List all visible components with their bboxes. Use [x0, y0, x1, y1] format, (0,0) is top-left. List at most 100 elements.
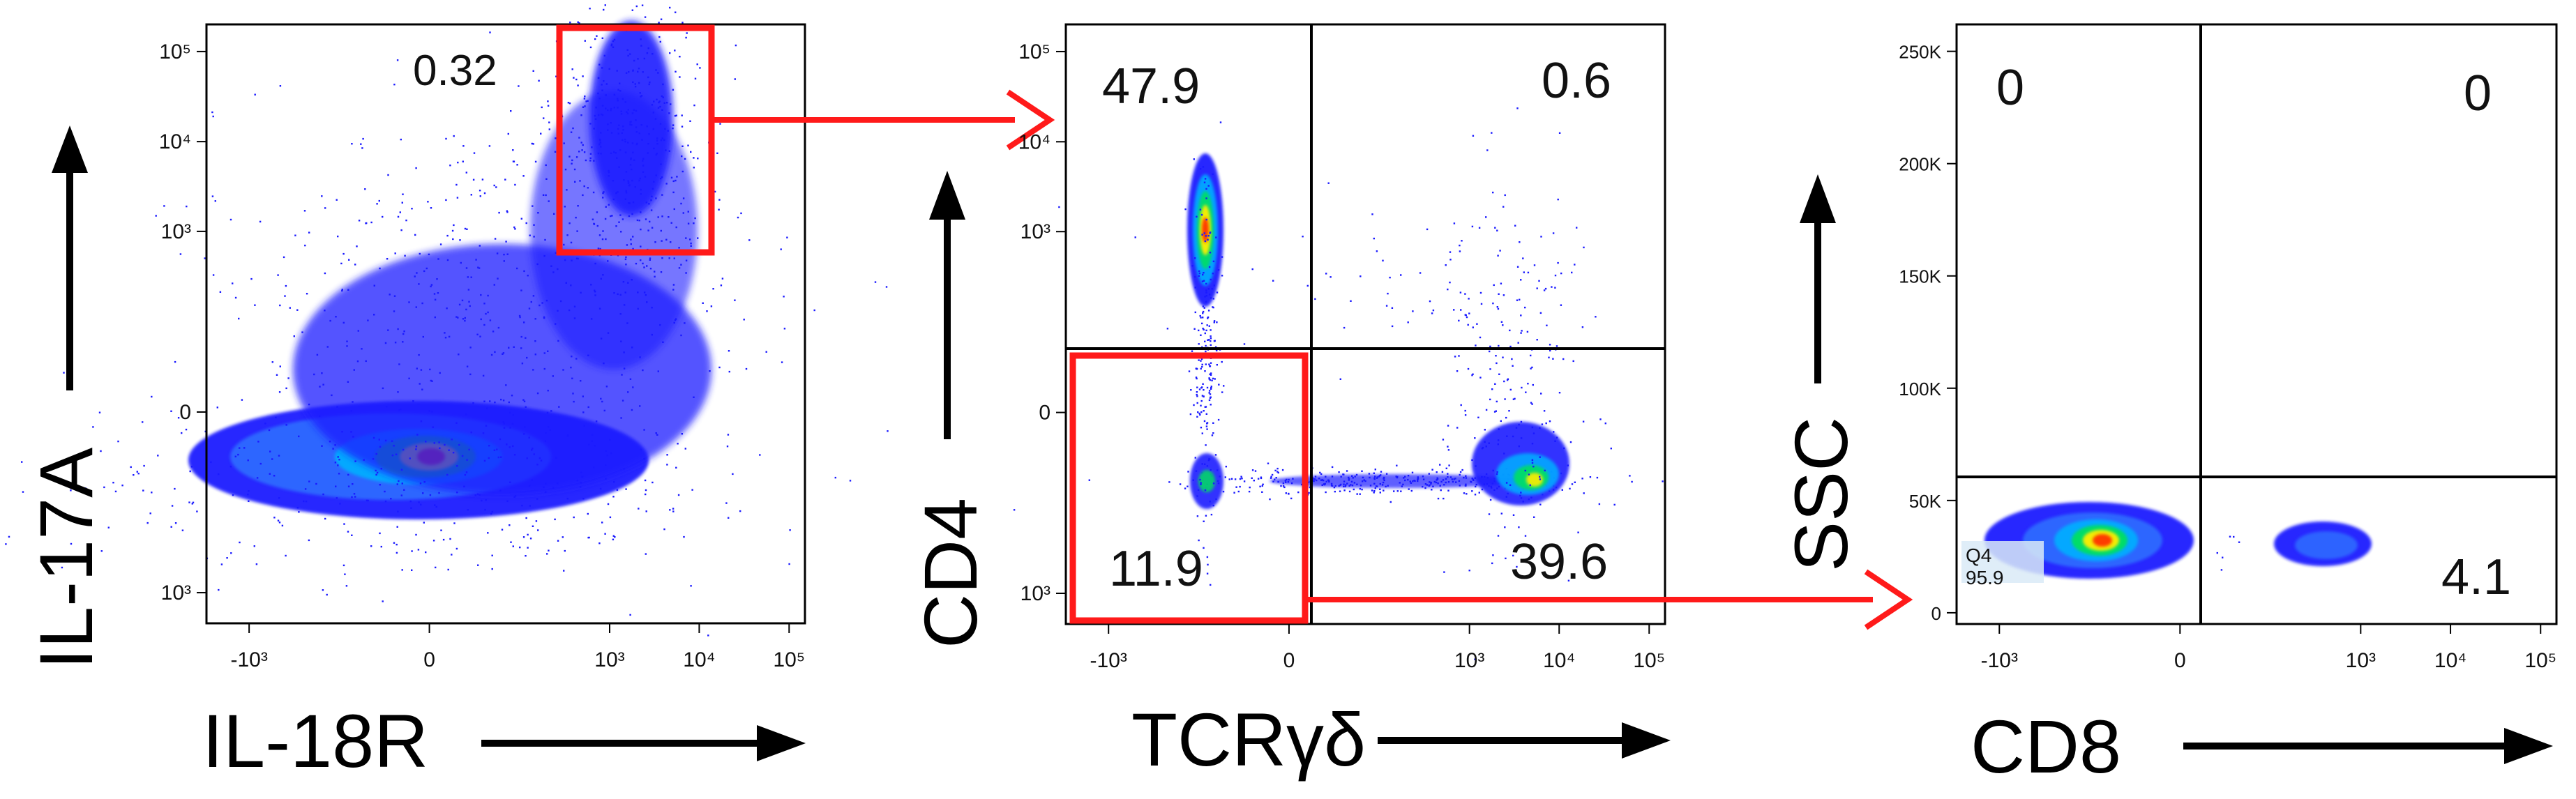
panel1-dot: [170, 526, 172, 528]
panel1-dot: [874, 281, 877, 283]
panel2-dot: [1393, 490, 1395, 492]
panel1-dot: [570, 284, 572, 287]
panel1-dot: [545, 299, 548, 302]
panel1-dot: [718, 199, 721, 201]
panel1-dot: [690, 585, 692, 587]
panel2-dot: [1203, 328, 1205, 330]
panel2-dot: [1557, 198, 1559, 201]
panel1-dot: [789, 529, 791, 531]
panel1-dot: [347, 485, 350, 487]
panel1-dot: [382, 215, 384, 218]
panel1-dot: [579, 486, 582, 488]
panel1-dot: [628, 215, 631, 218]
panel2-dot: [1471, 490, 1473, 492]
panel2-dot: [1413, 480, 1415, 482]
panel2-dot: [1516, 107, 1519, 109]
panel1-dot: [675, 114, 677, 116]
panel1-dot: [506, 443, 508, 446]
panel1-dot: [677, 443, 679, 445]
panel2-dot: [1274, 469, 1276, 472]
panel2-y-axis: CD4: [908, 171, 993, 648]
panel1-dot: [672, 127, 674, 130]
panel1-dot: [253, 545, 255, 547]
panel1-dot: [490, 512, 492, 515]
panel1-dot: [324, 207, 326, 209]
panel1-dot: [296, 507, 299, 509]
panel2-dot: [1402, 483, 1404, 486]
panel1-dot: [524, 426, 526, 428]
panel2-dot: [1313, 478, 1315, 480]
panel1-dot: [285, 424, 287, 426]
panel2-dot: [1343, 489, 1346, 492]
panel2-dot: [1522, 257, 1524, 259]
panel1-dot: [627, 142, 629, 144]
panel2-dot: [1454, 478, 1456, 480]
panel1-dot: [466, 459, 468, 461]
panel1-dot: [400, 229, 402, 231]
panel1-dot: [712, 288, 714, 290]
panel1-dot: [610, 215, 612, 218]
panel2-dot: [1598, 503, 1601, 505]
panel2-dot: [1194, 287, 1196, 289]
panel1-dot: [503, 260, 505, 262]
panel1-dot: [485, 425, 488, 427]
panel1-dot: [646, 52, 649, 54]
panel1-dot: [478, 267, 481, 269]
panel1-dot: [636, 219, 639, 222]
panel1-dot: [338, 459, 340, 461]
panel1-dot: [697, 237, 699, 239]
panel2-dot: [1210, 329, 1212, 331]
panel2-dot: [1205, 344, 1207, 347]
panel1-dot: [604, 218, 607, 220]
panel1-dot: [687, 144, 689, 146]
panel1-dot: [382, 387, 384, 390]
panel2-dot: [1374, 469, 1376, 471]
panel1-dot: [415, 446, 418, 448]
panel2-dot: [1527, 383, 1529, 385]
panel1-dot: [326, 346, 329, 348]
panel2-dot: [1272, 280, 1274, 282]
panel1-dot: [582, 194, 584, 197]
panel1-dot: [509, 446, 511, 448]
panel1-dot: [572, 393, 574, 395]
panel1-dot: [579, 180, 581, 182]
panel2-dot: [1210, 337, 1212, 340]
panel1-dot: [622, 98, 624, 100]
panel2-dot: [1526, 330, 1529, 333]
panel1-dot: [632, 201, 635, 204]
panel2-dot: [1194, 457, 1196, 459]
panel1-dot: [451, 229, 454, 232]
panel1-dot: [661, 240, 663, 242]
panel1-dot: [678, 267, 681, 269]
panel1-dot: [600, 153, 602, 155]
panel1-dot: [650, 209, 653, 211]
panel2-dot: [1192, 479, 1194, 481]
panel1-dot: [497, 326, 500, 329]
panel2-dot: [1208, 294, 1211, 296]
panel2-dot: [1503, 380, 1505, 383]
panel1-dot: [620, 417, 622, 419]
panel1-dot: [400, 138, 402, 141]
panel1-dot: [416, 367, 418, 370]
panel1-dot: [278, 522, 281, 524]
panel1-dot: [431, 380, 433, 382]
panel2-dot: [1243, 480, 1246, 482]
panel1-dot: [279, 365, 281, 367]
panel2-dot: [1134, 236, 1136, 238]
panel1-dot: [70, 542, 73, 545]
panel1-dot: [649, 220, 651, 223]
panel2-dot: [1540, 393, 1542, 395]
panel1-dot: [415, 448, 417, 450]
panel1-dot: [428, 253, 430, 256]
panel1-dot: [276, 374, 278, 376]
panel2-dot-cloud: [1058, 107, 1664, 660]
panel2-dot: [1519, 298, 1521, 300]
panel2-dot: [1251, 268, 1253, 271]
panel1-dot: [608, 175, 610, 177]
panel2-dot: [1194, 311, 1196, 314]
panel2-frame: [1064, 23, 1666, 625]
panel1-dot: [593, 223, 596, 225]
panel1-dot: [340, 262, 342, 265]
panel2-dot: [1492, 469, 1494, 472]
panel1-dot: [681, 155, 683, 158]
